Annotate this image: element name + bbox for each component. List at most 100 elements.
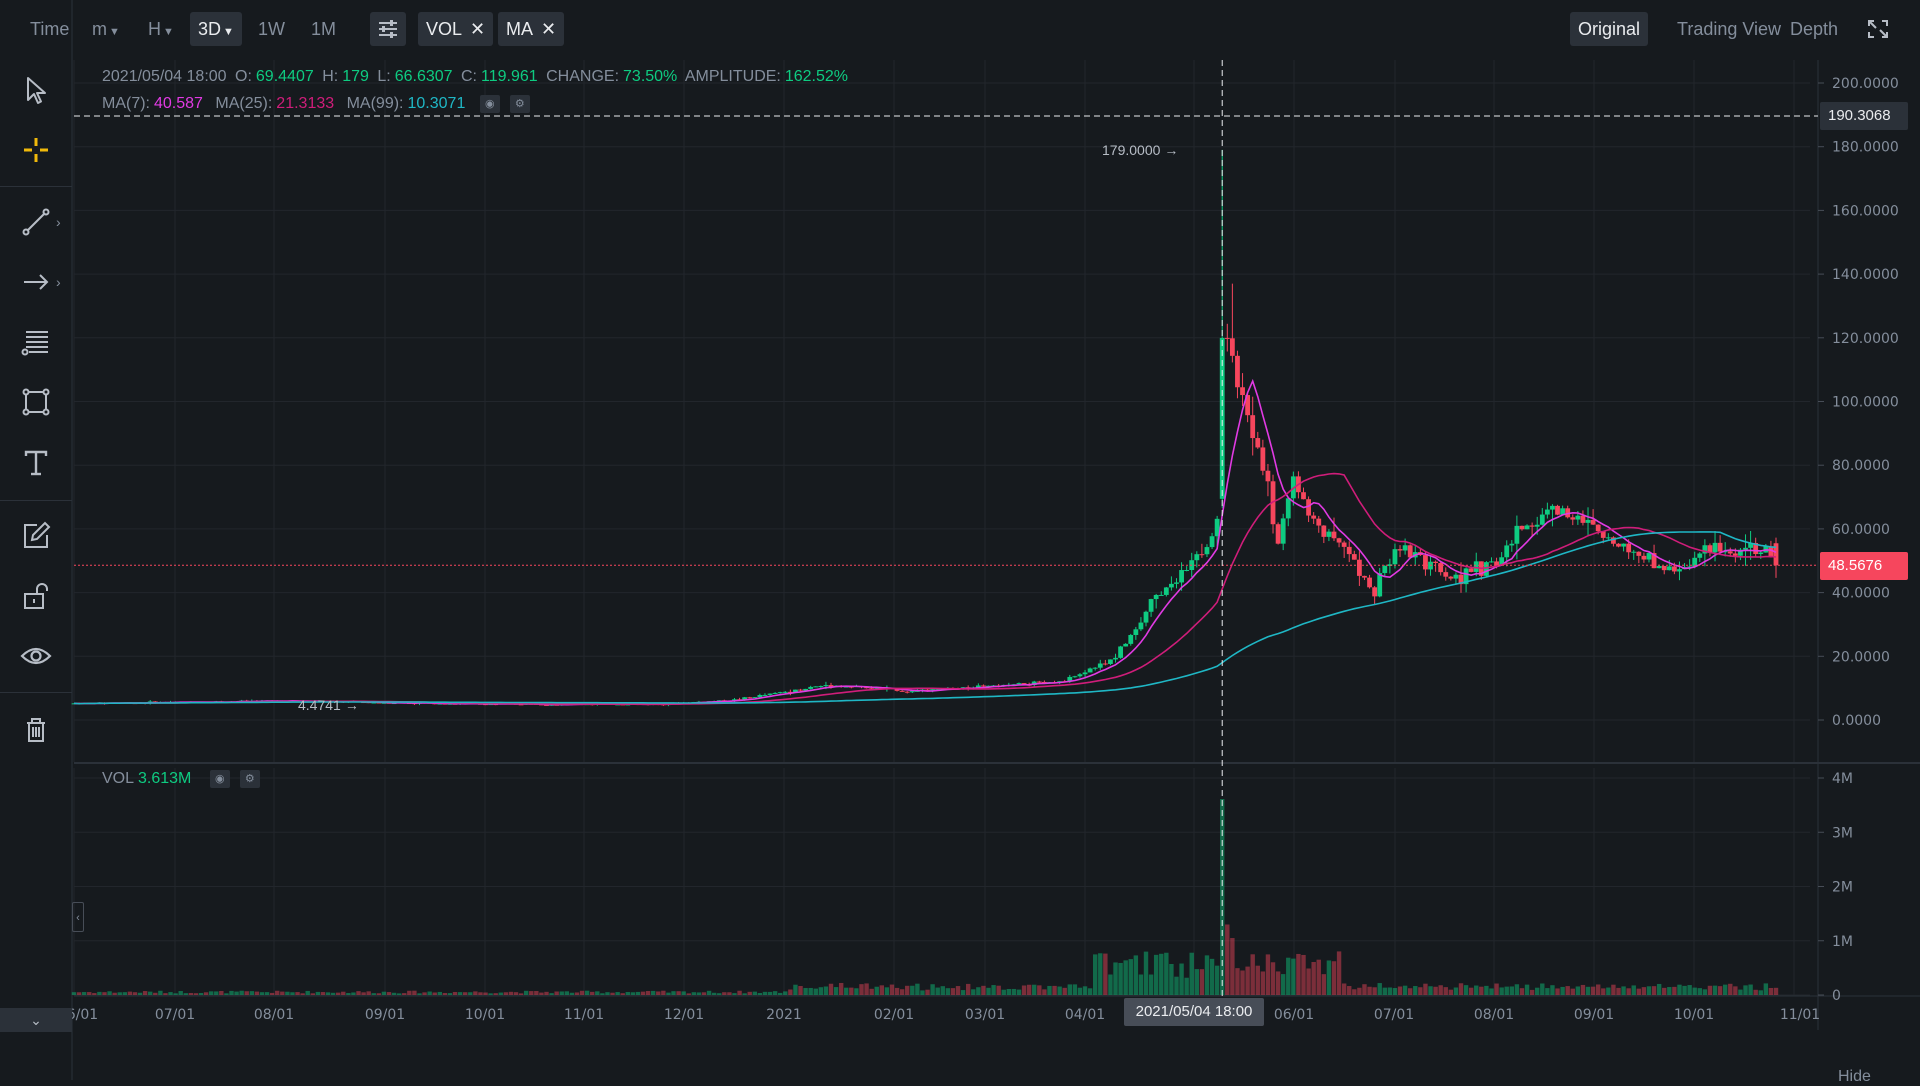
y-tick-label: 40.0000 bbox=[1832, 586, 1890, 602]
text-tool[interactable] bbox=[16, 442, 56, 482]
candle-body bbox=[1621, 543, 1626, 547]
view-original-tab[interactable]: Original bbox=[1570, 12, 1649, 46]
volume-bar bbox=[879, 985, 885, 995]
delete-drawings-tool[interactable] bbox=[16, 710, 56, 750]
trendline-tool[interactable] bbox=[16, 202, 56, 242]
volume-bar bbox=[1347, 986, 1352, 995]
legend-amplitude-label: AMPLITUDE: bbox=[684, 68, 781, 85]
view-tradingview-tab[interactable]: Trading View bbox=[1677, 19, 1782, 39]
volume-bar bbox=[249, 991, 255, 995]
ma-indicator-chip[interactable]: MA ✕ bbox=[498, 12, 565, 46]
volume-bar bbox=[1423, 983, 1428, 995]
ma99-value: 10.3071 bbox=[407, 95, 466, 113]
interval-1w-button[interactable]: 1W bbox=[258, 19, 285, 39]
settings-icon[interactable]: ⚙ bbox=[239, 770, 260, 788]
y-tick-label: 120.0000 bbox=[1832, 331, 1899, 347]
candle-body bbox=[823, 685, 829, 687]
volume-bar bbox=[1722, 984, 1728, 995]
legend-close-value: 119.961 bbox=[481, 68, 538, 85]
volume-bar bbox=[193, 993, 199, 995]
time-button[interactable]: Time bbox=[30, 19, 70, 39]
volume-bar bbox=[168, 992, 173, 995]
candle-body bbox=[798, 689, 803, 691]
crosshair-tool[interactable] bbox=[16, 130, 56, 170]
candle-body bbox=[437, 703, 443, 705]
volume-bar bbox=[1402, 985, 1408, 995]
x-tick-label: 02/01 bbox=[874, 1007, 914, 1023]
candle-body bbox=[1661, 565, 1667, 571]
candle-body bbox=[1407, 545, 1413, 558]
volume-bar bbox=[1275, 971, 1281, 995]
vol-indicator-chip[interactable]: VOL ✕ bbox=[418, 12, 494, 46]
close-icon[interactable]: ✕ bbox=[541, 19, 557, 39]
pencil-edit-icon bbox=[24, 521, 51, 548]
edit-drawings-tool[interactable] bbox=[16, 516, 56, 556]
volume-bar bbox=[229, 990, 234, 995]
eye-icon[interactable]: ◉ bbox=[479, 95, 500, 113]
fullscreen-button[interactable] bbox=[1862, 12, 1894, 46]
volume-bar bbox=[701, 992, 707, 995]
volume-bar bbox=[513, 992, 519, 995]
volume-bar bbox=[208, 991, 214, 995]
candle-body bbox=[1041, 681, 1047, 684]
indicator-settings-button[interactable] bbox=[370, 12, 406, 46]
interval-1m-button[interactable]: 1M bbox=[311, 19, 337, 39]
rectangle-tool[interactable] bbox=[16, 382, 56, 422]
candle-body bbox=[787, 691, 793, 693]
cursor-tool[interactable] bbox=[16, 70, 56, 110]
chevron-right-icon[interactable]: › bbox=[56, 274, 61, 290]
y-tick-label: 100.0000 bbox=[1832, 395, 1899, 411]
chevron-right-icon[interactable]: › bbox=[56, 214, 61, 230]
volume-bar bbox=[854, 988, 859, 995]
volume-bar bbox=[559, 991, 564, 995]
fib-tool[interactable] bbox=[16, 322, 56, 362]
lock-drawings-tool[interactable] bbox=[16, 576, 56, 616]
volume-bar bbox=[798, 986, 803, 995]
candle-body bbox=[1489, 561, 1494, 563]
volume-bar bbox=[1626, 988, 1631, 995]
volume-bar bbox=[1072, 984, 1078, 995]
volume-bar bbox=[1270, 962, 1276, 995]
candle-body bbox=[869, 688, 875, 690]
volume-bar bbox=[300, 993, 305, 995]
volume-bar bbox=[1692, 987, 1697, 995]
candle-body bbox=[1204, 547, 1210, 555]
volume-bar bbox=[1621, 986, 1626, 995]
view-depth-tab[interactable]: Depth bbox=[1790, 19, 1839, 39]
chevron-down-icon[interactable]: ⌄ bbox=[0, 1008, 72, 1032]
hide-button[interactable]: Hide bbox=[1838, 1068, 1871, 1085]
ma-legend: MA(7): 40.587 MA(25): 21.3133 MA(99): 10.30… bbox=[102, 95, 534, 113]
close-icon[interactable]: ✕ bbox=[470, 19, 486, 39]
volume-bar bbox=[508, 991, 514, 995]
candle-body bbox=[1773, 543, 1779, 566]
volume-bar bbox=[569, 992, 575, 995]
volume-bar bbox=[574, 992, 580, 995]
candle-body bbox=[1128, 635, 1134, 644]
settings-icon[interactable]: ⚙ bbox=[509, 95, 530, 113]
volume-bar bbox=[752, 991, 757, 995]
arrow-tool[interactable] bbox=[16, 262, 56, 302]
crosshair-time-tag: 2021/05/04 18:00 bbox=[1124, 998, 1264, 1026]
volume-bar bbox=[1463, 985, 1469, 995]
volume-bar bbox=[1387, 987, 1393, 995]
volume-bar bbox=[1616, 987, 1621, 995]
candle-body bbox=[1184, 570, 1190, 572]
candle-body bbox=[1143, 611, 1149, 623]
volume-bar bbox=[828, 983, 834, 995]
candle-body bbox=[808, 686, 814, 689]
visibility-tool[interactable] bbox=[16, 636, 56, 676]
candle-body bbox=[1458, 574, 1464, 585]
interval-3d-dropdown[interactable]: 3D ▼ bbox=[190, 12, 242, 46]
collapse-toolbar-handle[interactable]: ‹ bbox=[72, 902, 84, 932]
volume-bar bbox=[620, 993, 625, 995]
volume-bar bbox=[676, 991, 681, 995]
hour-interval-dropdown[interactable]: H ▼ bbox=[148, 19, 174, 39]
eye-icon[interactable]: ◉ bbox=[209, 770, 230, 788]
volume-bar bbox=[432, 992, 437, 995]
volume-bar bbox=[986, 987, 991, 995]
candle-body bbox=[1560, 508, 1566, 515]
minute-interval-dropdown[interactable]: m ▼ bbox=[92, 19, 120, 39]
volume-bar bbox=[1113, 962, 1118, 995]
volume-bar bbox=[198, 993, 204, 995]
